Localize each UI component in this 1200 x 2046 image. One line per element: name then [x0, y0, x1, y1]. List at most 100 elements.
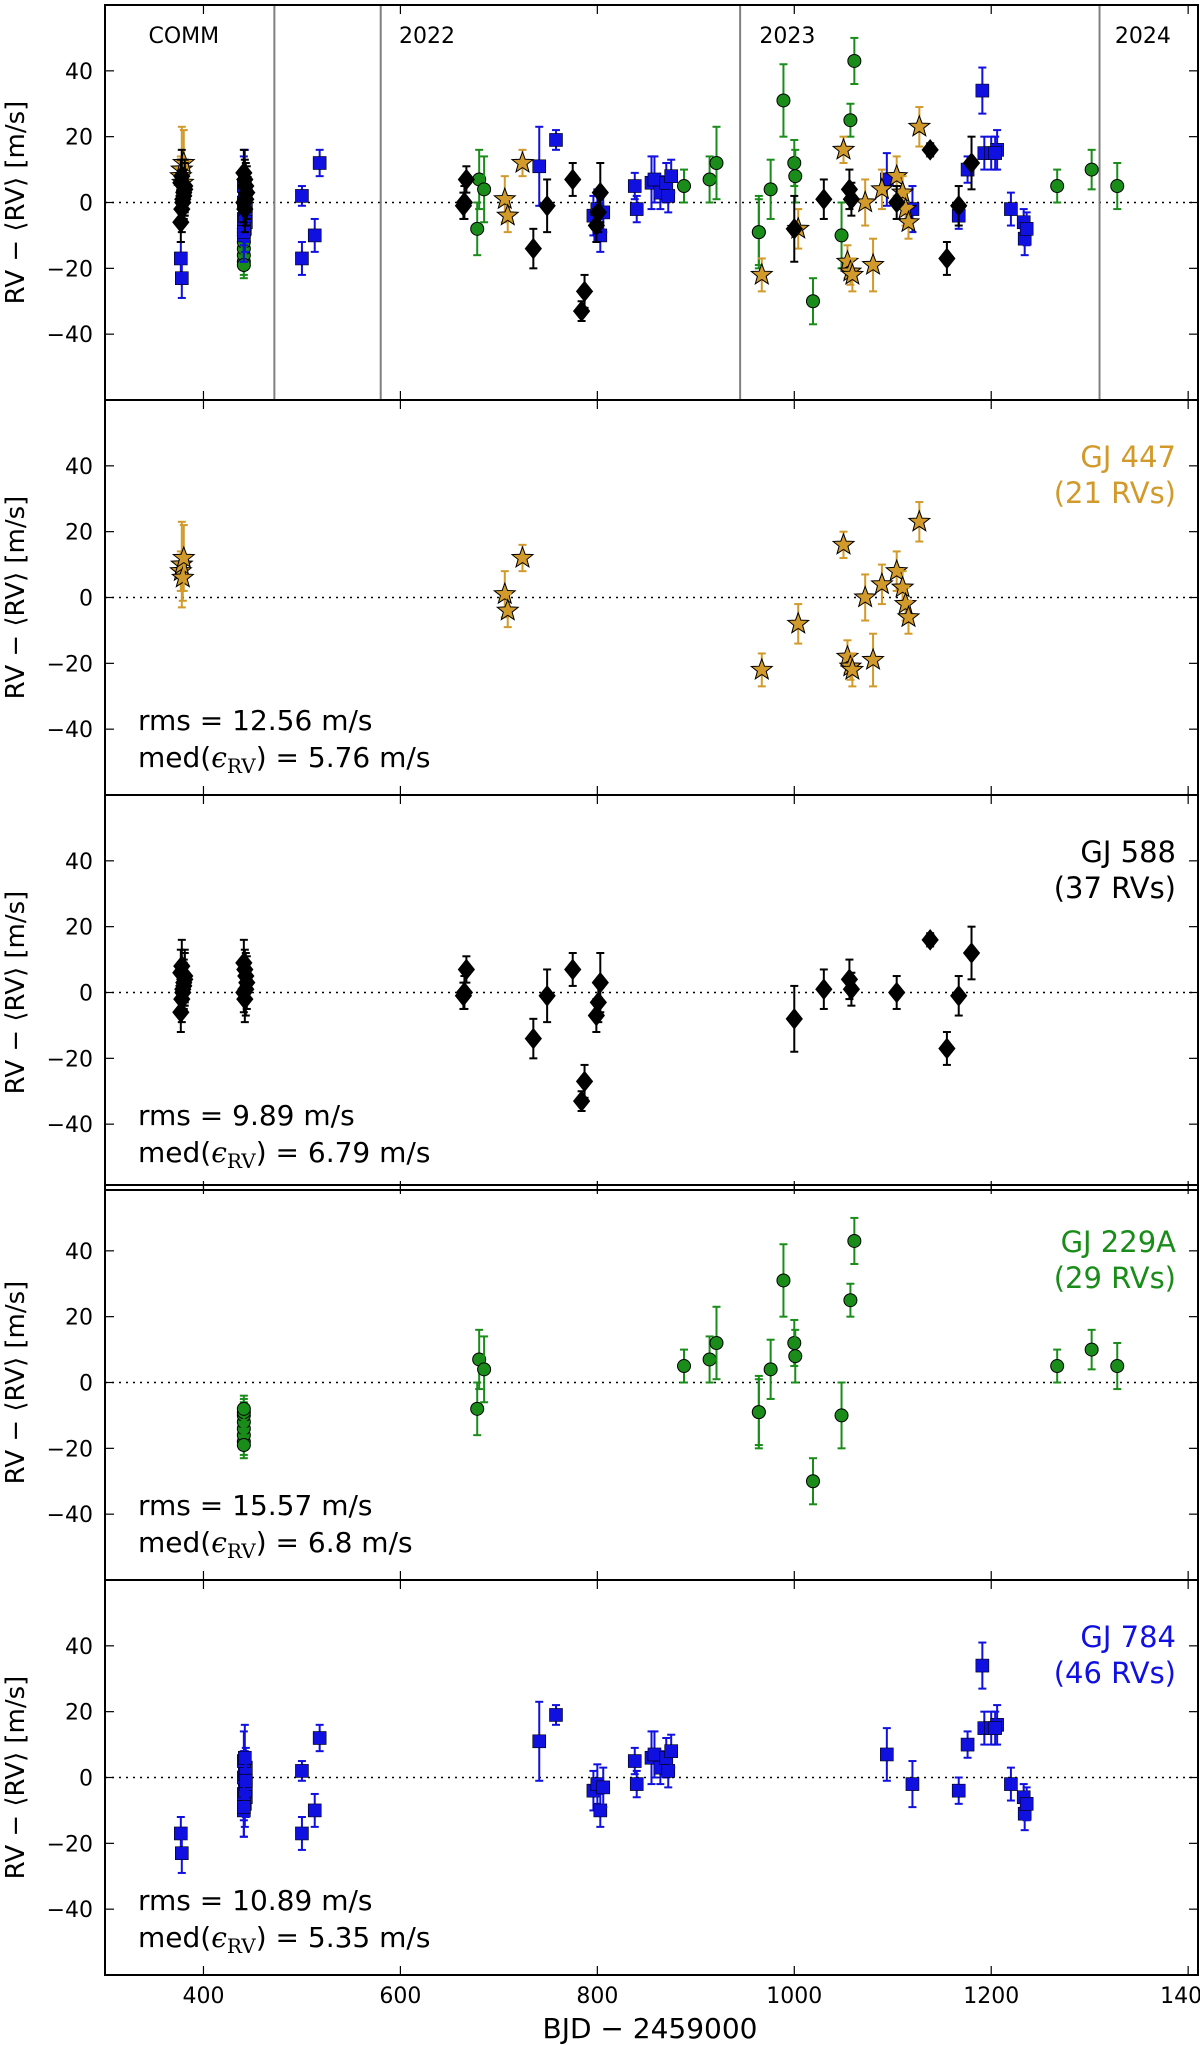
- median-prefix: med(: [138, 1526, 211, 1559]
- data-point: [776, 1273, 791, 1288]
- x-tick-label: 800: [576, 1984, 618, 2009]
- data-point: [312, 156, 327, 170]
- data-point: [1004, 1777, 1018, 1791]
- data-point: [538, 984, 556, 1007]
- data-point: [847, 53, 862, 68]
- median-prefix: med(: [138, 1921, 211, 1954]
- data-point: [861, 647, 885, 671]
- y-tick-label: −40: [47, 323, 93, 348]
- data-point: [805, 1474, 820, 1489]
- data-point: [988, 146, 1002, 160]
- y-tick-label: 20: [65, 916, 93, 941]
- rms-text: rms = 15.57 m/s: [138, 1489, 373, 1522]
- data-point: [312, 1731, 327, 1745]
- data-point: [880, 1747, 894, 1762]
- data-point: [495, 203, 520, 226]
- data-point: [572, 1090, 591, 1112]
- period-label: COMM: [148, 24, 219, 49]
- data-point: [907, 114, 932, 137]
- data-point: [831, 137, 856, 160]
- data-point: [457, 168, 476, 191]
- y-tick-label: −40: [47, 718, 93, 743]
- data-point: [1084, 162, 1099, 177]
- data-point: [853, 585, 877, 608]
- data-point: [960, 1737, 975, 1752]
- y-tick-label: −40: [47, 1503, 93, 1528]
- rv-subscript: RV: [227, 1539, 256, 1563]
- data-point: [593, 1803, 608, 1818]
- data-point: [647, 172, 662, 187]
- data-point: [661, 1764, 676, 1778]
- epsilon-symbol: ϵ: [211, 1921, 227, 1954]
- data-point: [470, 1401, 485, 1416]
- data-point: [647, 1747, 662, 1762]
- data-point: [763, 1362, 778, 1377]
- data-point: [455, 191, 474, 214]
- data-point: [834, 228, 849, 243]
- epsilon-symbol: ϵ: [211, 1136, 227, 1169]
- series-count: (46 RVs): [1054, 1656, 1176, 1690]
- data-point: [709, 156, 724, 170]
- y-axis-label: RV − ⟨RV⟩ [m/s]: [1, 101, 31, 305]
- rv-subscript: RV: [227, 1149, 256, 1173]
- data-point: [629, 1777, 644, 1791]
- data-point: [627, 179, 642, 193]
- data-point: [564, 168, 582, 191]
- data-point: [492, 186, 517, 210]
- y-tick-label: −20: [47, 652, 93, 677]
- panel-0: −40 −20 0 20 40 RV − ⟨RV⟩ [m/s] COMM 2022 2023 20…: [1, 4, 1199, 401]
- y-tick-label: 0: [79, 1372, 93, 1397]
- data-point: [457, 958, 476, 981]
- data-point: [888, 981, 906, 1004]
- data-point: [664, 1744, 678, 1758]
- y-tick-label: 40: [65, 455, 93, 480]
- data-point: [842, 978, 861, 1001]
- y-tick-label: 20: [65, 1701, 93, 1726]
- x-axis-label: BJD − 2459000: [543, 2012, 758, 2045]
- x-tick-label: 600: [379, 1984, 421, 2009]
- panel-frame: [104, 1579, 1199, 1976]
- epsilon-symbol: ϵ: [211, 1526, 227, 1559]
- y-tick-label: 40: [65, 60, 93, 85]
- data-point: [788, 169, 803, 184]
- data-point: [751, 1405, 766, 1420]
- data-point: [676, 1359, 691, 1374]
- data-point: [938, 1037, 956, 1060]
- y-tick-label: 40: [65, 1635, 93, 1660]
- period-label: 2023: [759, 24, 815, 49]
- data-point: [749, 262, 774, 285]
- period-label: 2024: [1115, 24, 1171, 49]
- data-point: [788, 1349, 803, 1364]
- data-point: [510, 150, 535, 174]
- y-tick-label: −40: [47, 1898, 93, 1923]
- data-point: [596, 1780, 611, 1795]
- data-point: [492, 581, 517, 605]
- data-point: [237, 978, 255, 1001]
- data-point: [975, 83, 990, 98]
- data-point: [477, 1362, 492, 1377]
- data-point: [176, 175, 194, 197]
- data-point: [861, 252, 885, 276]
- y-tick-label: 40: [65, 850, 93, 875]
- data-point: [676, 179, 691, 194]
- median-error-text: med(ϵRV) = 6.8 m/s: [138, 1526, 413, 1563]
- data-point: [629, 202, 644, 216]
- y-tick-label: 0: [79, 192, 93, 217]
- rms-text: rms = 10.89 m/s: [138, 1884, 373, 1917]
- y-axis-label: RV − ⟨RV⟩ [m/s]: [1, 1676, 31, 1880]
- data-point: [532, 159, 547, 174]
- data-point: [951, 1783, 966, 1798]
- median-suffix: ) = 5.35 m/s: [256, 1921, 431, 1954]
- data-point: [664, 169, 678, 183]
- data-point: [524, 1027, 542, 1050]
- data-point: [1050, 1359, 1065, 1374]
- y-tick-label: 40: [65, 1240, 93, 1265]
- panel-2: −40 −20 0 20 40 RV − ⟨RV⟩ [m/s] GJ 588(37 RVs)…: [1, 794, 1199, 1191]
- y-tick-label: 0: [79, 587, 93, 612]
- data-point: [1019, 222, 1034, 236]
- data-point: [786, 611, 811, 634]
- data-point: [176, 965, 194, 987]
- panel-3: −40 −20 0 20 40 RV − ⟨RV⟩ [m/s] GJ 229A(29 RVs…: [1, 1184, 1199, 1581]
- panels: −40 −20 0 20 40 RV − ⟨RV⟩ [m/s] COMM 2022 2023 20…: [1, 4, 1200, 2009]
